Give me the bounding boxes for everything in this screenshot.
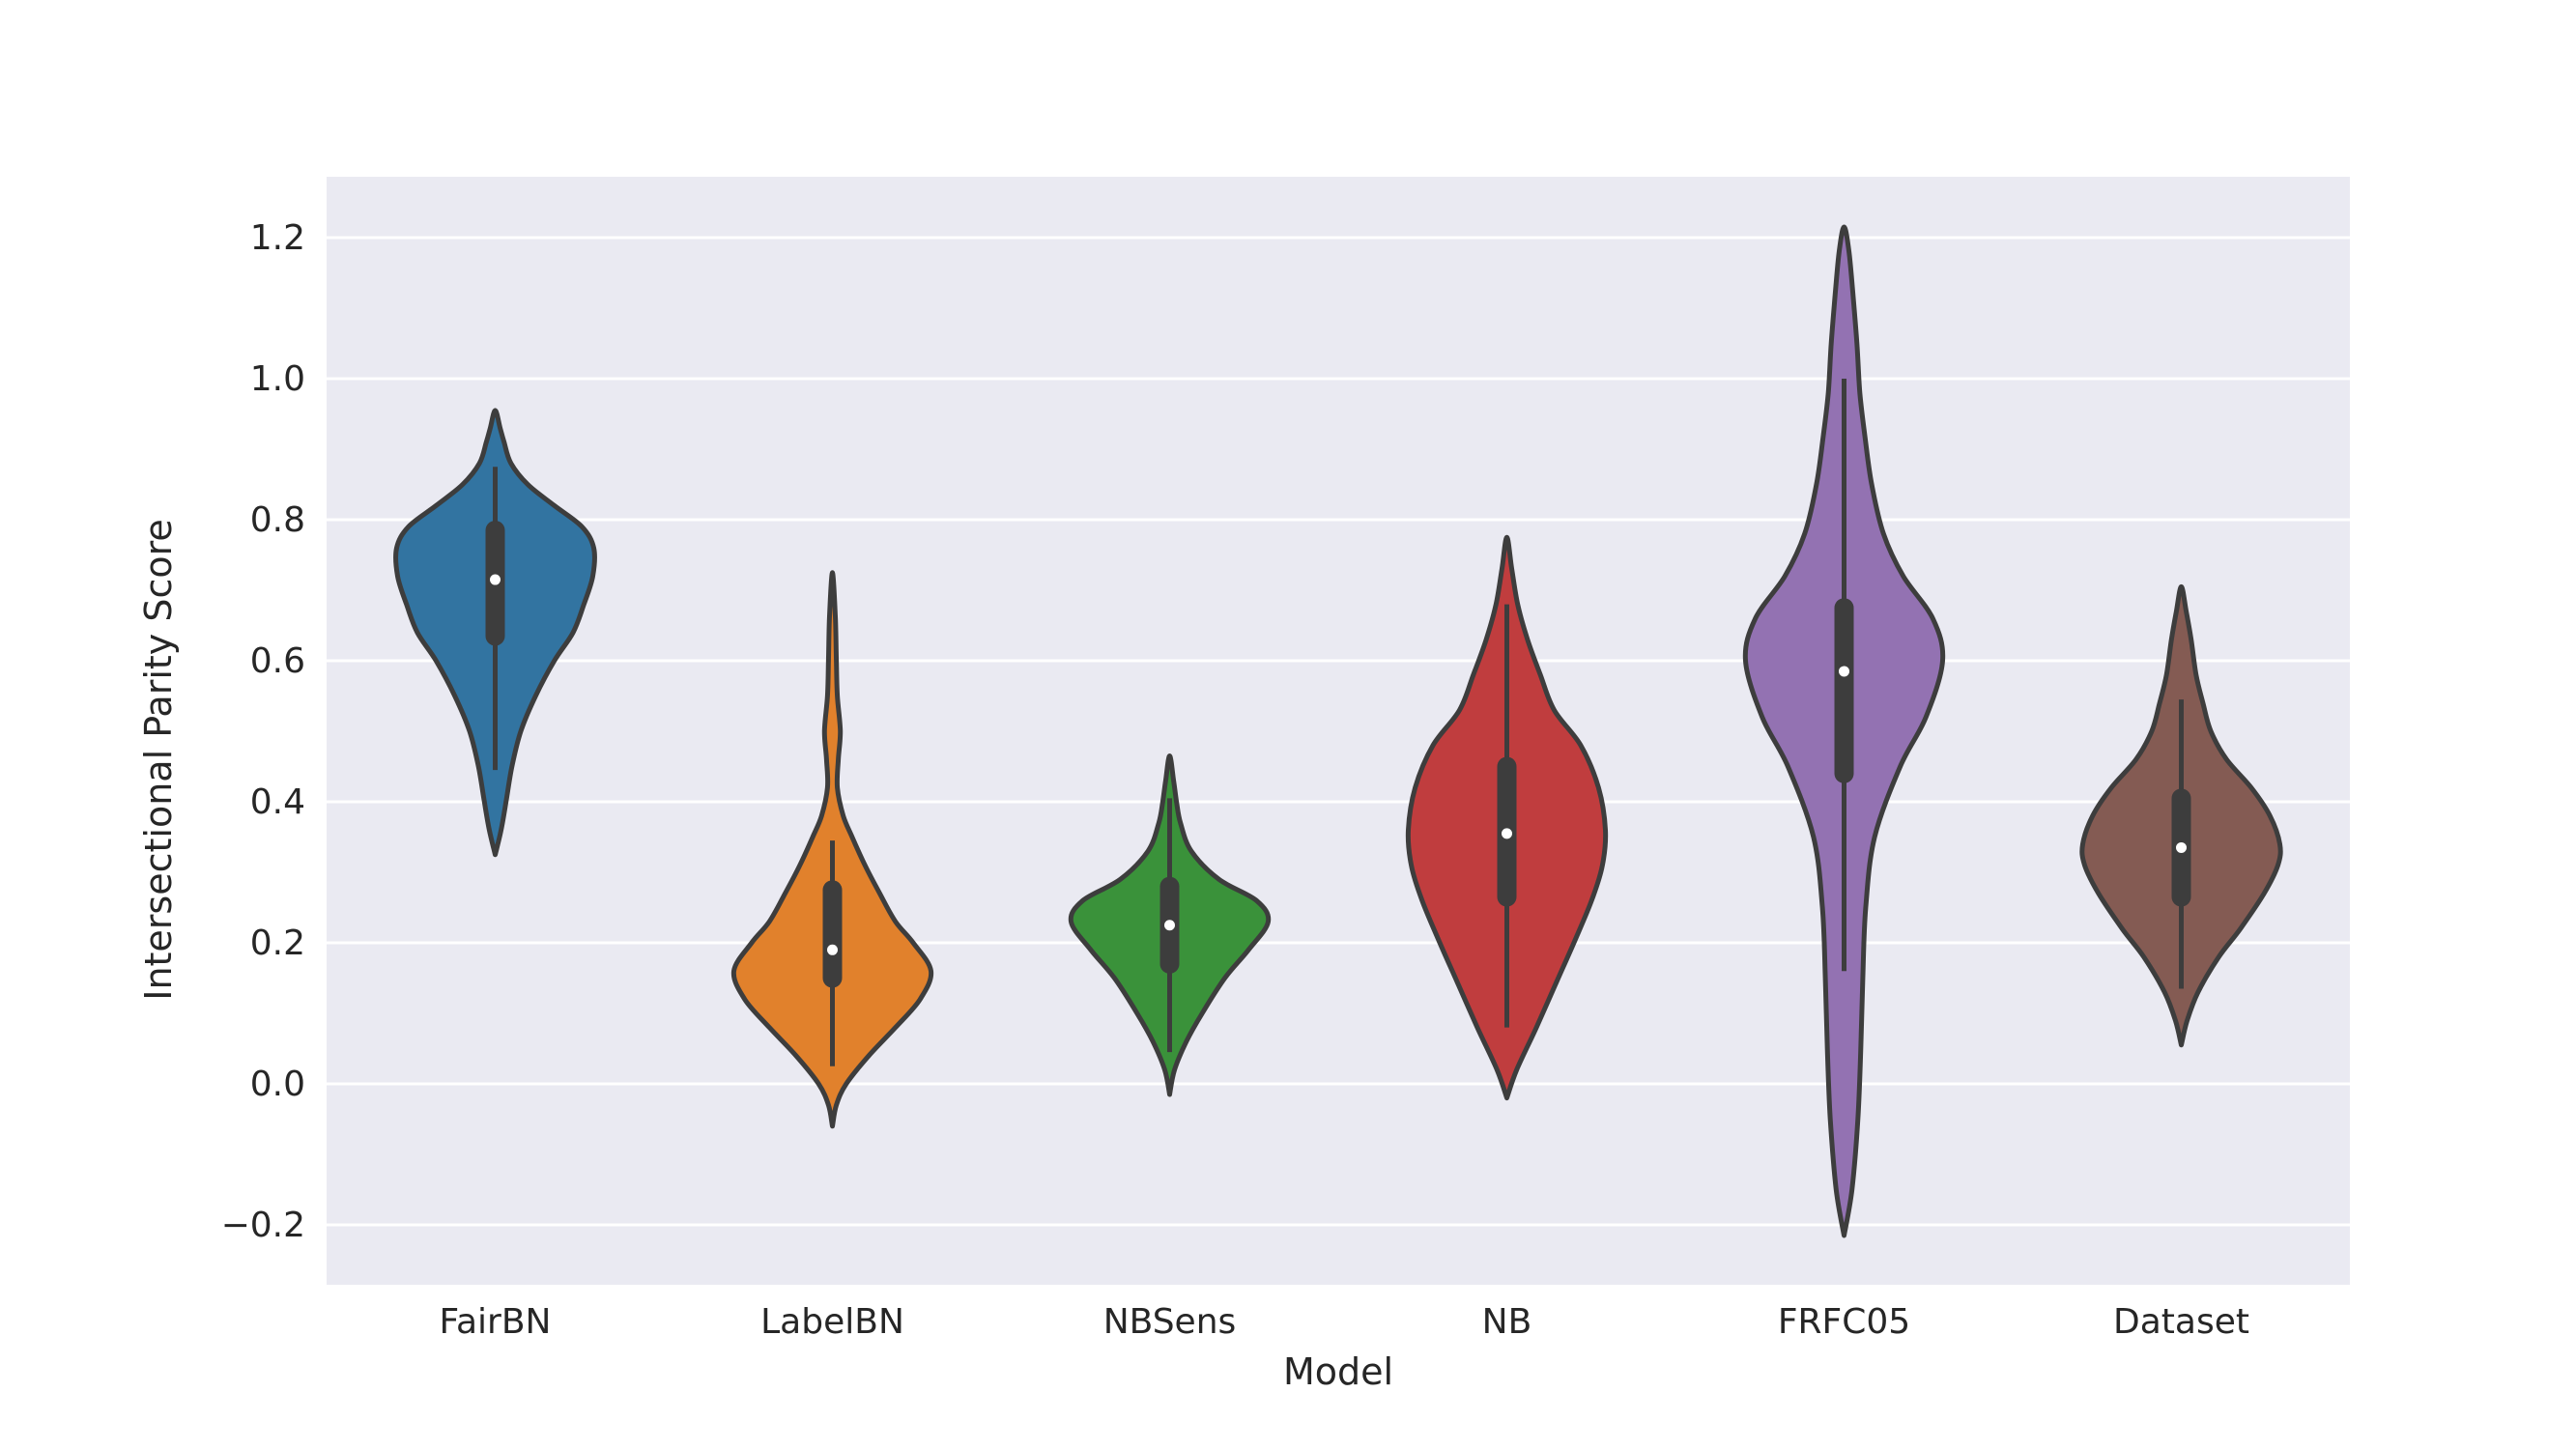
violins [393,224,2283,1238]
violin-dataset [2079,583,2283,1048]
y-tick-label: 0.6 [250,641,305,681]
y-tick-label: 1.0 [250,359,305,399]
x-tick-label: Dataset [2113,1302,2249,1342]
median-marker [1839,666,1849,677]
median-marker [2176,841,2187,853]
violin-fairbn [393,408,597,858]
y-gridlines [327,236,2350,1227]
violin-labelbn [730,570,934,1129]
median-marker [1502,828,1512,839]
y-tick-label: 1.2 [250,218,305,258]
x-tick-label: NB [1482,1302,1532,1342]
y-tick-label: 0.8 [250,500,305,540]
x-tick-label: FairBN [440,1302,552,1342]
y-axis-label: Intersectional Parity Score [137,519,180,1001]
x-tick-label: FRFC05 [1778,1302,1910,1342]
x-axis-label: Model [1283,1350,1393,1393]
median-marker [827,944,838,955]
y-tick-label: 0.4 [250,782,305,822]
x-tick-labels: FairBN LabelBN NBSens NB FRFC05 Dataset [440,1302,2249,1342]
y-tick-label: 0.2 [250,923,305,963]
x-tick-label: NBSens [1103,1302,1237,1342]
x-tick-label: LabelBN [760,1302,904,1342]
y-tick-label: −0.2 [221,1206,305,1245]
plot-background [327,177,2350,1285]
median-marker [1164,920,1175,931]
violin-frfc05 [1742,224,1946,1238]
median-marker [490,574,501,585]
y-tick-labels: −0.2 0.0 0.2 0.4 0.6 0.8 1.0 1.2 [221,218,305,1245]
y-tick-label: 0.0 [250,1065,305,1104]
violin-nb [1405,534,1609,1101]
violin-nbsens [1068,753,1272,1097]
